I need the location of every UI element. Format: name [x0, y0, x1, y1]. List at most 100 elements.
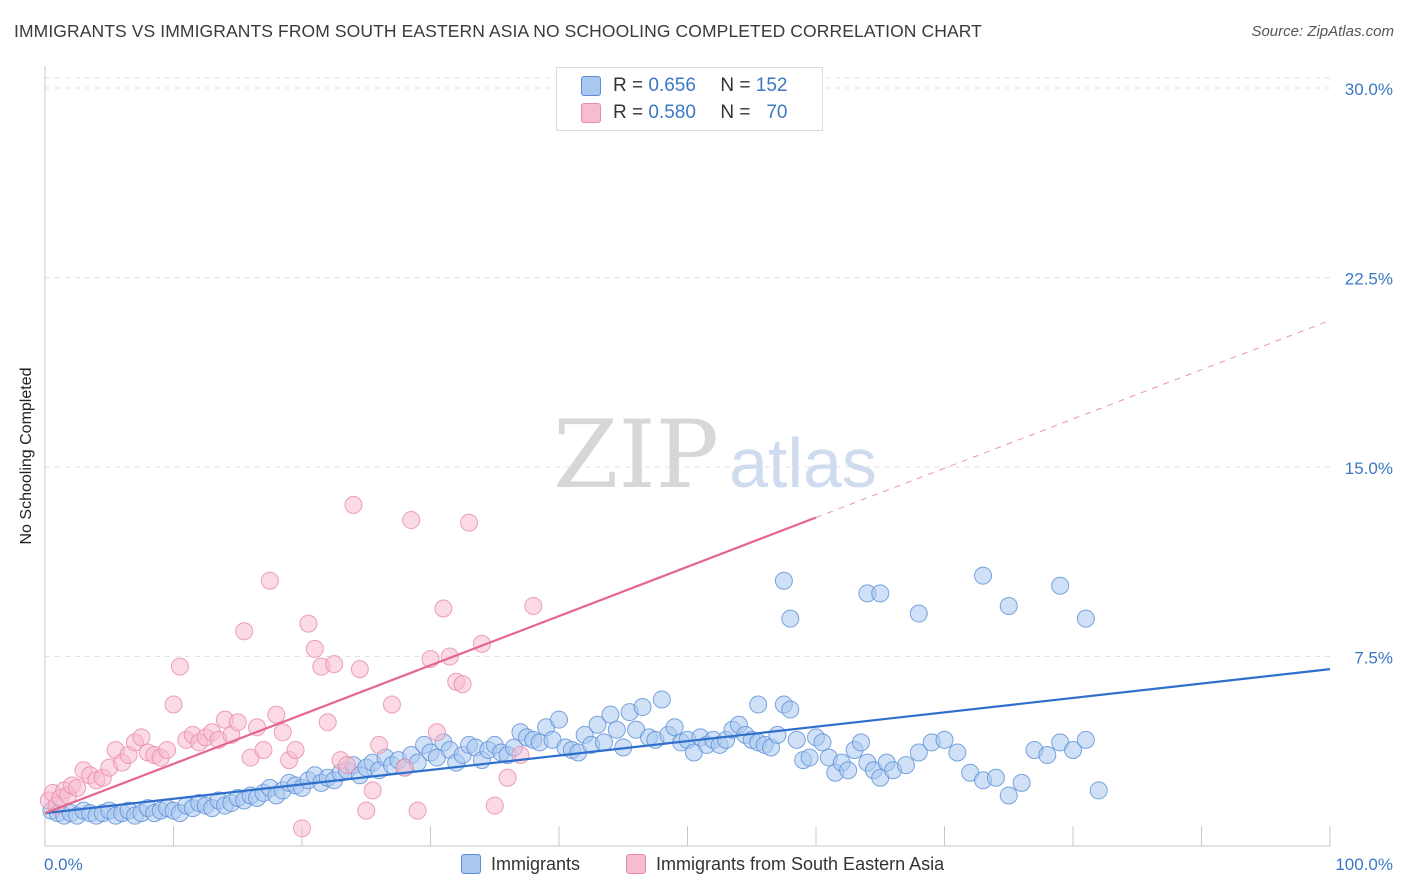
sea-immigrants-point	[524, 596, 543, 615]
stats-legend: R = 0.656 N = 152 R = 0.580 N = 70	[556, 67, 823, 131]
bottom-legend-sea: Immigrants from South Eastern Asia	[626, 852, 944, 876]
immigrants-point	[781, 609, 800, 628]
watermark: ZIP atlas	[553, 401, 877, 510]
sea-immigrants-point	[357, 801, 376, 820]
immigrants-point	[601, 705, 620, 724]
trend-line-extension	[815, 319, 1331, 519]
sea-immigrants-point	[286, 740, 305, 759]
sea-immigrants-point	[402, 511, 421, 530]
sea-immigrants-point	[305, 639, 324, 658]
immigrants-point	[986, 768, 1005, 787]
bottom-legend-label: Immigrants from South Eastern Asia	[656, 853, 945, 874]
immigrants-point	[896, 756, 915, 775]
legend-n-value: 70	[766, 102, 788, 123]
immigrants-point	[800, 748, 819, 767]
immigrants-point	[550, 710, 568, 729]
immigrants-point	[839, 761, 858, 780]
immigrants-point	[594, 733, 613, 752]
sea-immigrants-points	[39, 495, 543, 838]
legend-n-label: N =	[720, 102, 751, 123]
chart-title: IMMIGRANTS VS IMMIGRANTS FROM SOUTH EAST…	[14, 21, 982, 41]
immigrants-point	[1051, 576, 1070, 595]
immigrants-point	[1038, 746, 1057, 765]
immigrants-point	[1064, 740, 1082, 759]
sea-immigrants-point	[273, 723, 292, 742]
sea-immigrants-point	[260, 571, 279, 590]
immigrants-point	[607, 720, 626, 739]
tick-labels: 7.5% 15.0% 22.5% 30.0% 0.0% 100.0%	[44, 80, 1393, 874]
legend-row-immigrants: R = 0.656 N = 152	[581, 74, 787, 98]
legend-r-label: R =	[613, 102, 644, 123]
sea-immigrants-point	[293, 819, 311, 838]
sea-immigrants-point	[453, 675, 472, 694]
sea-immigrants-point	[370, 735, 389, 754]
immigrants-point	[935, 730, 954, 749]
legend-r-label: R =	[613, 75, 644, 96]
trend-line	[44, 516, 817, 815]
trend-line	[44, 668, 1331, 815]
sea-immigrants-point	[498, 768, 517, 787]
sea-immigrants-point	[248, 718, 267, 737]
immigrants-point	[1012, 773, 1031, 792]
x-tick-label: 100.0%	[1335, 855, 1393, 874]
immigrants-point	[909, 604, 928, 623]
sea-immigrants-point	[350, 660, 369, 679]
sea-immigrants-point	[363, 781, 382, 800]
y-tick-label: 22.5%	[1345, 270, 1393, 289]
immigrants-point	[787, 730, 806, 749]
immigrants-point	[813, 733, 832, 752]
immigrants-points	[42, 566, 1108, 825]
sea-immigrants-point	[408, 801, 427, 820]
legend-swatch-pink	[581, 103, 601, 123]
sea-immigrants-point	[132, 728, 151, 747]
sea-immigrants-point	[170, 657, 189, 676]
y-tick-label: 15.0%	[1345, 459, 1393, 478]
immigrants-point	[652, 690, 671, 709]
trend-lines	[44, 319, 1331, 815]
bottom-legend-label: Immigrants	[491, 853, 581, 874]
immigrants-point	[774, 571, 793, 590]
immigrants-point	[999, 786, 1018, 805]
sea-immigrants-point	[325, 655, 344, 674]
legend-r-value: 0.580	[648, 102, 696, 123]
x-tick-label: 0.0%	[44, 855, 83, 874]
y-tick-label: 7.5%	[1354, 649, 1393, 668]
immigrants-point	[749, 695, 768, 714]
source-label: Source: ZipAtlas.com	[1251, 23, 1394, 40]
sea-immigrants-point	[434, 599, 453, 618]
sea-immigrants-point	[318, 713, 337, 732]
sea-immigrants-point	[158, 740, 177, 759]
sea-immigrants-point	[68, 778, 87, 797]
sea-immigrants-point	[235, 622, 254, 641]
immigrants-point	[768, 725, 787, 744]
y-tick-label: 30.0%	[1345, 80, 1393, 99]
legend-n-label: N =	[720, 75, 751, 96]
immigrants-point	[974, 566, 993, 585]
sea-immigrants-point	[460, 513, 479, 532]
sea-immigrants-point	[228, 713, 247, 732]
immigrants-point	[588, 715, 607, 734]
sea-immigrants-point	[344, 495, 363, 514]
immigrants-point	[633, 698, 652, 717]
immigrants-point	[781, 700, 800, 719]
immigrants-point	[1076, 609, 1095, 628]
sea-immigrants-point	[267, 705, 286, 724]
grid-layer	[45, 77, 1330, 657]
bottom-legend-swatch-pink	[626, 854, 646, 874]
immigrants-point	[1089, 781, 1108, 800]
immigrants-point	[871, 584, 890, 603]
sea-immigrants-point	[427, 723, 446, 742]
bottom-legend-swatch-blue	[461, 854, 481, 874]
watermark-atlas: atlas	[729, 424, 877, 502]
immigrants-point	[1076, 730, 1095, 749]
legend-row-sea: R = 0.580 N = 70	[581, 101, 787, 125]
sea-immigrants-point	[485, 796, 504, 815]
watermark-zip: ZIP	[553, 401, 719, 510]
immigrants-point	[851, 733, 870, 752]
sea-immigrants-point	[337, 756, 356, 775]
sea-immigrants-point	[164, 695, 183, 714]
sea-immigrants-point	[299, 614, 318, 633]
immigrants-point	[665, 718, 684, 737]
axis-layer	[44, 66, 1331, 847]
